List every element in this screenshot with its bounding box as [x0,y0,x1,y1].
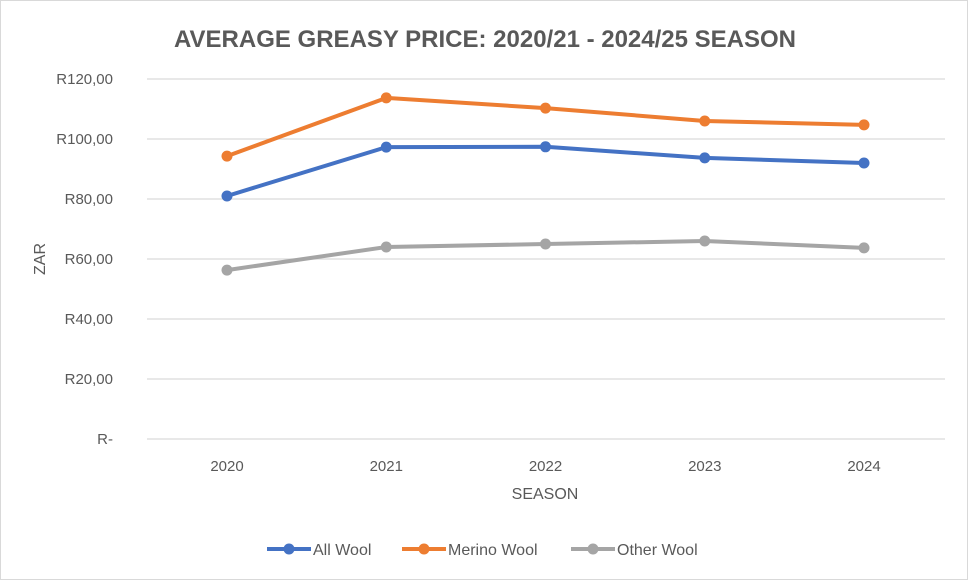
data-point [858,157,870,169]
legend-label: Merino Wool [448,542,538,559]
data-point [540,102,551,114]
series-all-wool [221,141,870,202]
legend-item: Merino Wool [402,542,538,559]
y-tick-label: R- [97,431,113,448]
y-tick-label: R80,00 [65,191,113,208]
legend-label: All Wool [313,542,371,559]
data-point [699,152,711,164]
legend-label: Other Wool [617,542,698,559]
x-tick-label: 2022 [529,458,562,475]
x-axis-title: SEASON [512,486,579,503]
x-tick-label: 2021 [370,458,403,475]
data-point [699,115,711,127]
y-axis-ticks: R- R20,00 R40,00 R60,00 R80,00 R100,00 R120,00 [56,71,113,448]
x-axis-ticks: 2020 2021 2022 2023 2024 [210,458,880,475]
y-tick-label: R60,00 [65,251,113,268]
gridlines [147,78,945,440]
data-point [858,119,870,131]
y-tick-label: R40,00 [65,311,113,328]
y-tick-label: R120,00 [56,71,113,88]
data-point [540,141,551,153]
data-point [699,235,711,247]
data-point [221,150,233,162]
legend: All Wool Merino Wool Other Wool [267,542,698,559]
legend-marker [587,543,599,555]
data-point [380,141,392,153]
y-tick-label: R100,00 [56,131,113,148]
y-axis-title: ZAR [32,243,49,275]
series-line [225,144,866,198]
series-other-wool [221,235,870,276]
x-tick-label: 2020 [210,458,243,475]
data-point [858,242,870,254]
data-point [221,264,233,276]
x-tick-label: 2024 [847,458,880,475]
data-point [540,238,551,250]
series-merino-wool [221,92,870,162]
legend-marker [418,543,430,555]
data-point [380,92,392,104]
legend-item: All Wool [267,542,371,559]
legend-marker [283,543,295,555]
chart-title: AVERAGE GREASY PRICE: 2020/21 - 2024/25 … [174,26,796,53]
data-point [380,241,392,253]
x-tick-label: 2023 [688,458,721,475]
data-point [221,190,233,202]
series-group [221,92,870,276]
legend-item: Other Wool [571,542,698,559]
y-tick-label: R20,00 [65,371,113,388]
